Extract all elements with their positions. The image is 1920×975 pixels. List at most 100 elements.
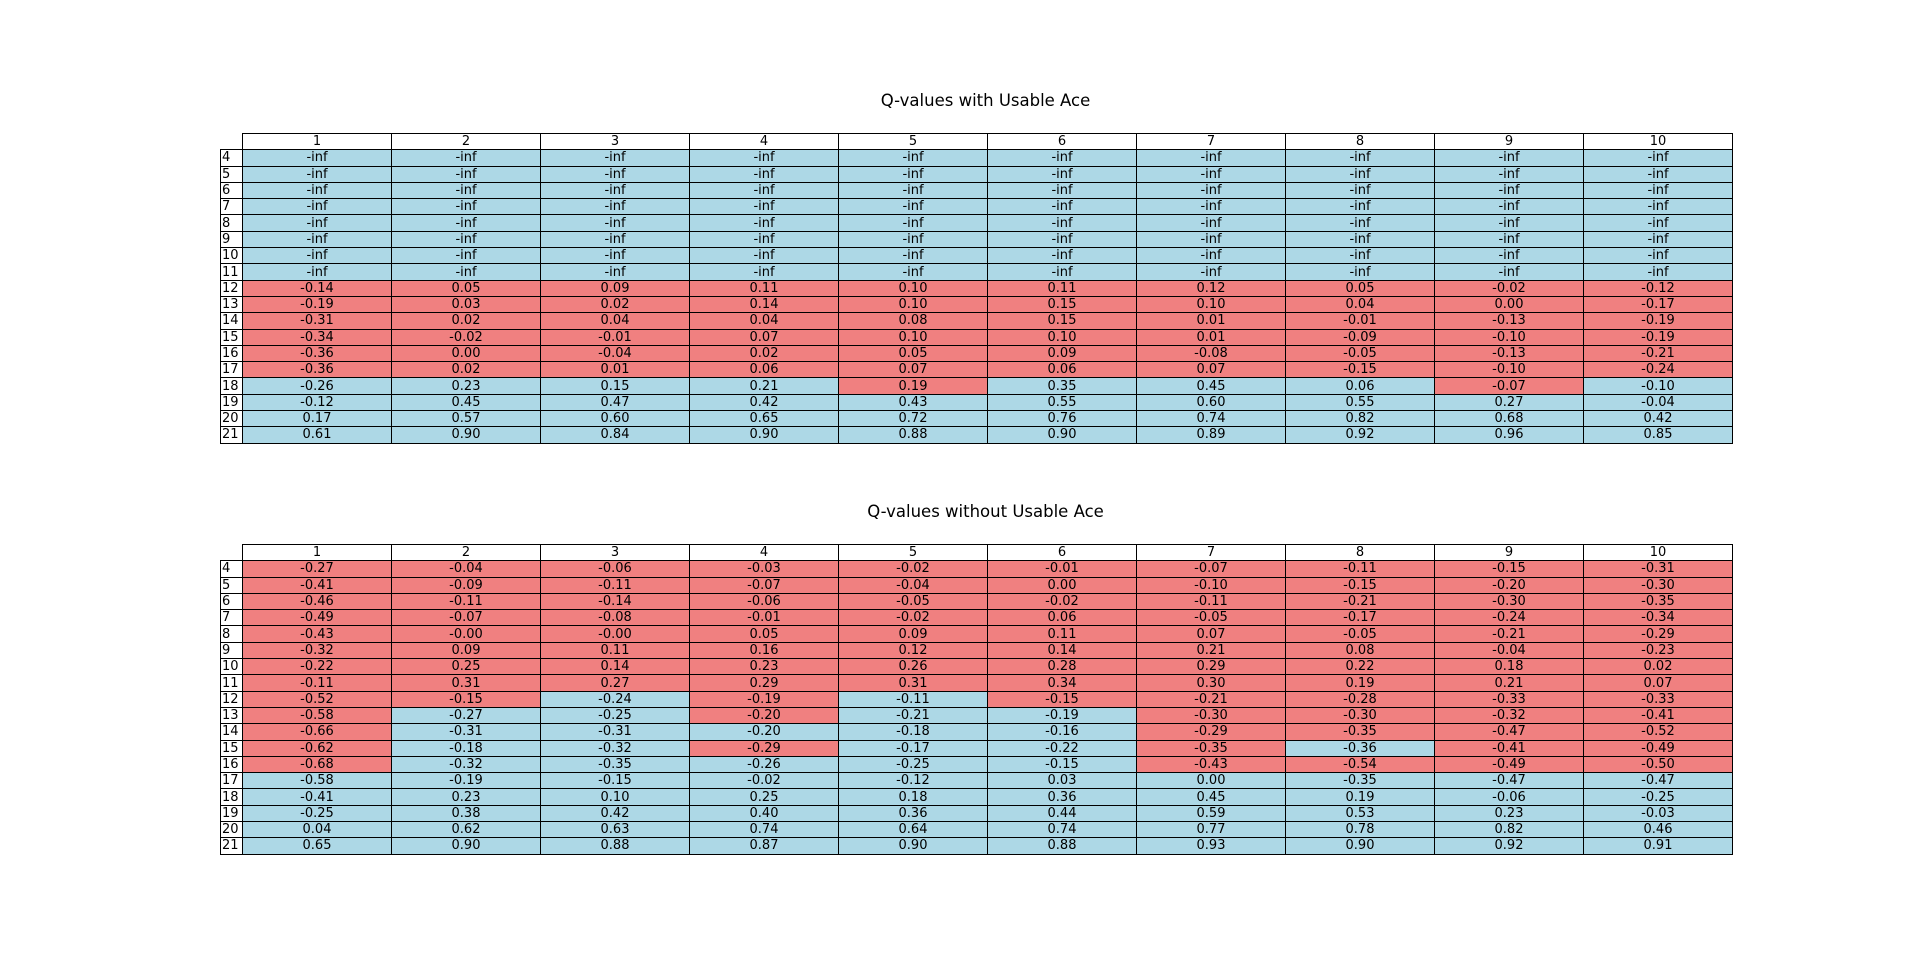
q-value-cell: -0.09 <box>391 576 541 594</box>
q-value-cell: -inf <box>689 214 839 232</box>
q-value-cell: -inf <box>838 230 988 249</box>
row-header: 4 <box>220 560 243 578</box>
q-value-cell: 0.42 <box>689 393 839 412</box>
q-value-cell: 0.00 <box>1434 295 1584 314</box>
q-value-cell: -inf <box>1136 149 1286 167</box>
q-value-cell: 0.11 <box>987 625 1137 643</box>
q-value-cell: -0.31 <box>540 723 690 741</box>
q-value-cell: 0.12 <box>838 641 988 660</box>
q-value-cell: -inf <box>540 198 690 216</box>
q-value-cell: -inf <box>838 165 988 183</box>
column-header: 9 <box>1434 132 1584 151</box>
q-value-cell: -0.10 <box>1136 576 1286 594</box>
row-header: 8 <box>220 214 243 232</box>
q-value-cell: 0.25 <box>689 788 839 806</box>
q-value-cell: 0.21 <box>1434 674 1584 692</box>
q-value-cell: -0.68 <box>242 755 392 774</box>
q-value-cell: -0.07 <box>1434 377 1584 395</box>
q-value-cell: 0.40 <box>689 804 839 823</box>
q-value-cell: 0.07 <box>1136 361 1286 379</box>
q-value-cell: 0.65 <box>242 837 392 855</box>
q-value-cell: 0.59 <box>1136 804 1286 823</box>
q-value-cell: 0.36 <box>838 804 988 823</box>
q-value-cell: -inf <box>689 181 839 200</box>
q-value-cell: -0.41 <box>242 788 392 806</box>
column-header: 7 <box>1136 132 1286 151</box>
column-header: 5 <box>838 132 988 151</box>
q-value-cell: 0.04 <box>540 312 690 330</box>
q-value-cell: 0.88 <box>987 837 1137 855</box>
q-value-cell: 0.07 <box>689 328 839 346</box>
row-header: 7 <box>220 609 243 627</box>
column-header: 9 <box>1434 543 1584 562</box>
q-value-cell: 0.07 <box>1583 674 1733 692</box>
q-value-cell: 0.47 <box>540 393 690 412</box>
q-value-cell: 0.07 <box>1136 625 1286 643</box>
q-value-cell: -inf <box>1434 214 1584 232</box>
q-value-cell: -0.11 <box>1136 592 1286 611</box>
q-value-cell: -0.25 <box>540 706 690 725</box>
q-value-cell: 0.68 <box>1434 410 1584 428</box>
q-value-cell: -0.11 <box>391 592 541 611</box>
q-value-cell: -0.13 <box>1434 312 1584 330</box>
column-header: 3 <box>540 132 690 151</box>
table-row: 19 -0.25 0.38 0.42 0.40 0.36 0.44 0.59 0.53 0.23-… <box>220 804 1733 823</box>
table-row: 13 -0.19 0.03 0.02 0.14 0.10 0.15 0.10 0.04 0.00-… <box>220 295 1733 314</box>
column-header: 2 <box>391 543 541 562</box>
q-value-cell: 0.63 <box>540 821 690 839</box>
q-value-cell: 0.15 <box>987 295 1137 314</box>
row-header: 5 <box>220 165 243 183</box>
q-value-cell: 0.31 <box>838 674 988 692</box>
q-value-cell: 0.64 <box>838 821 988 839</box>
q-value-cell: 0.19 <box>838 377 988 395</box>
q-value-cell: 0.06 <box>689 361 839 379</box>
q-value-cell: -0.21 <box>838 706 988 725</box>
header-row: 1 2 3 4 5 6 7 8 9 10 <box>221 132 1733 151</box>
q-value-cell: -0.18 <box>391 739 541 757</box>
q-value-cell: -0.15 <box>987 755 1137 774</box>
q-value-cell: -inf <box>987 230 1137 249</box>
q-value-cell: -inf <box>540 263 690 281</box>
q-value-cell: -inf <box>391 230 541 249</box>
table-row: 17 -0.36 0.02 0.01 0.06 0.07 0.06 0.07 -0.15 -0.1… <box>220 361 1733 379</box>
q-value-cell: -0.36 <box>242 361 392 379</box>
q-value-cell: -0.02 <box>1434 279 1584 297</box>
q-value-cell: 0.08 <box>838 312 988 330</box>
q-value-cell: -0.08 <box>540 609 690 627</box>
q-value-cell: -0.28 <box>1285 690 1435 708</box>
q-value-cell: -0.35 <box>1136 739 1286 757</box>
q-value-cell: 0.27 <box>1434 393 1584 412</box>
column-header: 8 <box>1285 543 1435 562</box>
q-value-cell: 0.10 <box>987 328 1137 346</box>
q-value-cell: 0.38 <box>391 804 541 823</box>
q-value-cell: -inf <box>1136 181 1286 200</box>
q-value-cell: 0.01 <box>1136 312 1286 330</box>
q-value-cell: -0.04 <box>391 560 541 578</box>
row-header: 19 <box>220 393 243 412</box>
q-value-cell: -inf <box>689 230 839 249</box>
table-row: 4 -inf -inf -inf -inf -inf -inf -inf -inf -inf -in… <box>220 149 1733 167</box>
q-value-cell: -0.27 <box>242 560 392 578</box>
q-value-cell: -inf <box>1285 198 1435 216</box>
q-value-cell: -inf <box>242 230 392 249</box>
q-value-cell: -inf <box>987 263 1137 281</box>
row-header: 15 <box>220 739 243 757</box>
q-value-cell: 0.10 <box>838 328 988 346</box>
q-value-cell: 0.90 <box>689 426 839 444</box>
column-header: 10 <box>1583 132 1733 151</box>
q-value-cell: -0.13 <box>1434 344 1584 363</box>
row-header: 14 <box>220 312 243 330</box>
table-row: 18 -0.26 0.23 0.15 0.21 0.19 0.35 0.45 0.06 -0.07… <box>220 377 1733 395</box>
corner-cell <box>221 134 243 150</box>
column-header: 3 <box>540 543 690 562</box>
q-value-cell: -0.07 <box>1136 560 1286 578</box>
table-row: 15 -0.34 -0.02 -0.01 0.07 0.10 0.10 0.01 -0.09 -0… <box>220 328 1733 346</box>
q-value-cell: -inf <box>1285 263 1435 281</box>
q-value-cell: 0.53 <box>1285 804 1435 823</box>
q-value-cell: -0.58 <box>242 772 392 790</box>
q-value-cell: -inf <box>1583 165 1733 183</box>
q-value-cell: -0.04 <box>540 344 690 363</box>
row-header: 10 <box>220 658 243 676</box>
column-header: 5 <box>838 543 988 562</box>
q-value-cell: 0.23 <box>391 788 541 806</box>
